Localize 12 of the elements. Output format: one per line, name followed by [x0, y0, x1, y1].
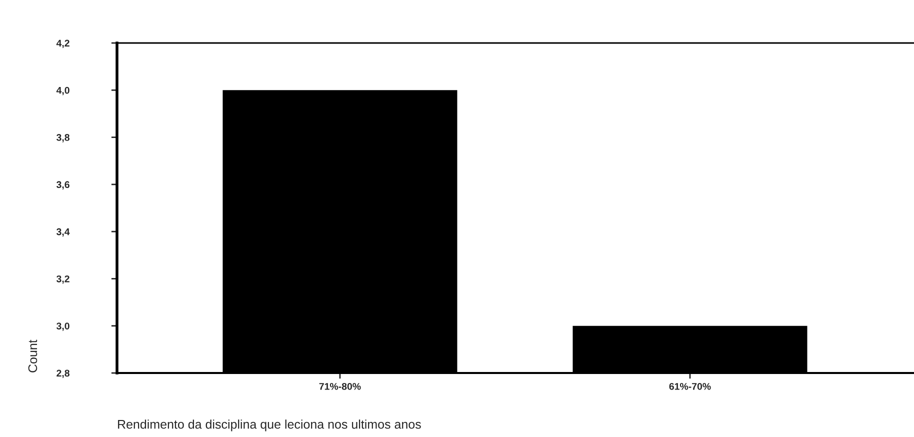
y-tick-label: 3,2 — [56, 275, 70, 284]
y-tick-label: 2,8 — [56, 370, 70, 378]
y-tick-label: 4,0 — [56, 86, 70, 96]
y-tick-label: 3,6 — [56, 181, 70, 190]
y-tick-label: 3,4 — [56, 228, 70, 237]
y-tick-label: 3,8 — [56, 134, 70, 142]
y-tick-label: 3,0 — [56, 322, 70, 331]
x-axis-title: Rendimento da disciplina que leciona nos ultimos anos — [118, 420, 421, 432]
y-axis-title: Count — [28, 340, 38, 372]
y-tick-label: 4,2 — [56, 40, 70, 48]
x-tick-label: 71%-80% — [319, 382, 361, 390]
x-tick-label: 61%-70% — [669, 382, 711, 390]
